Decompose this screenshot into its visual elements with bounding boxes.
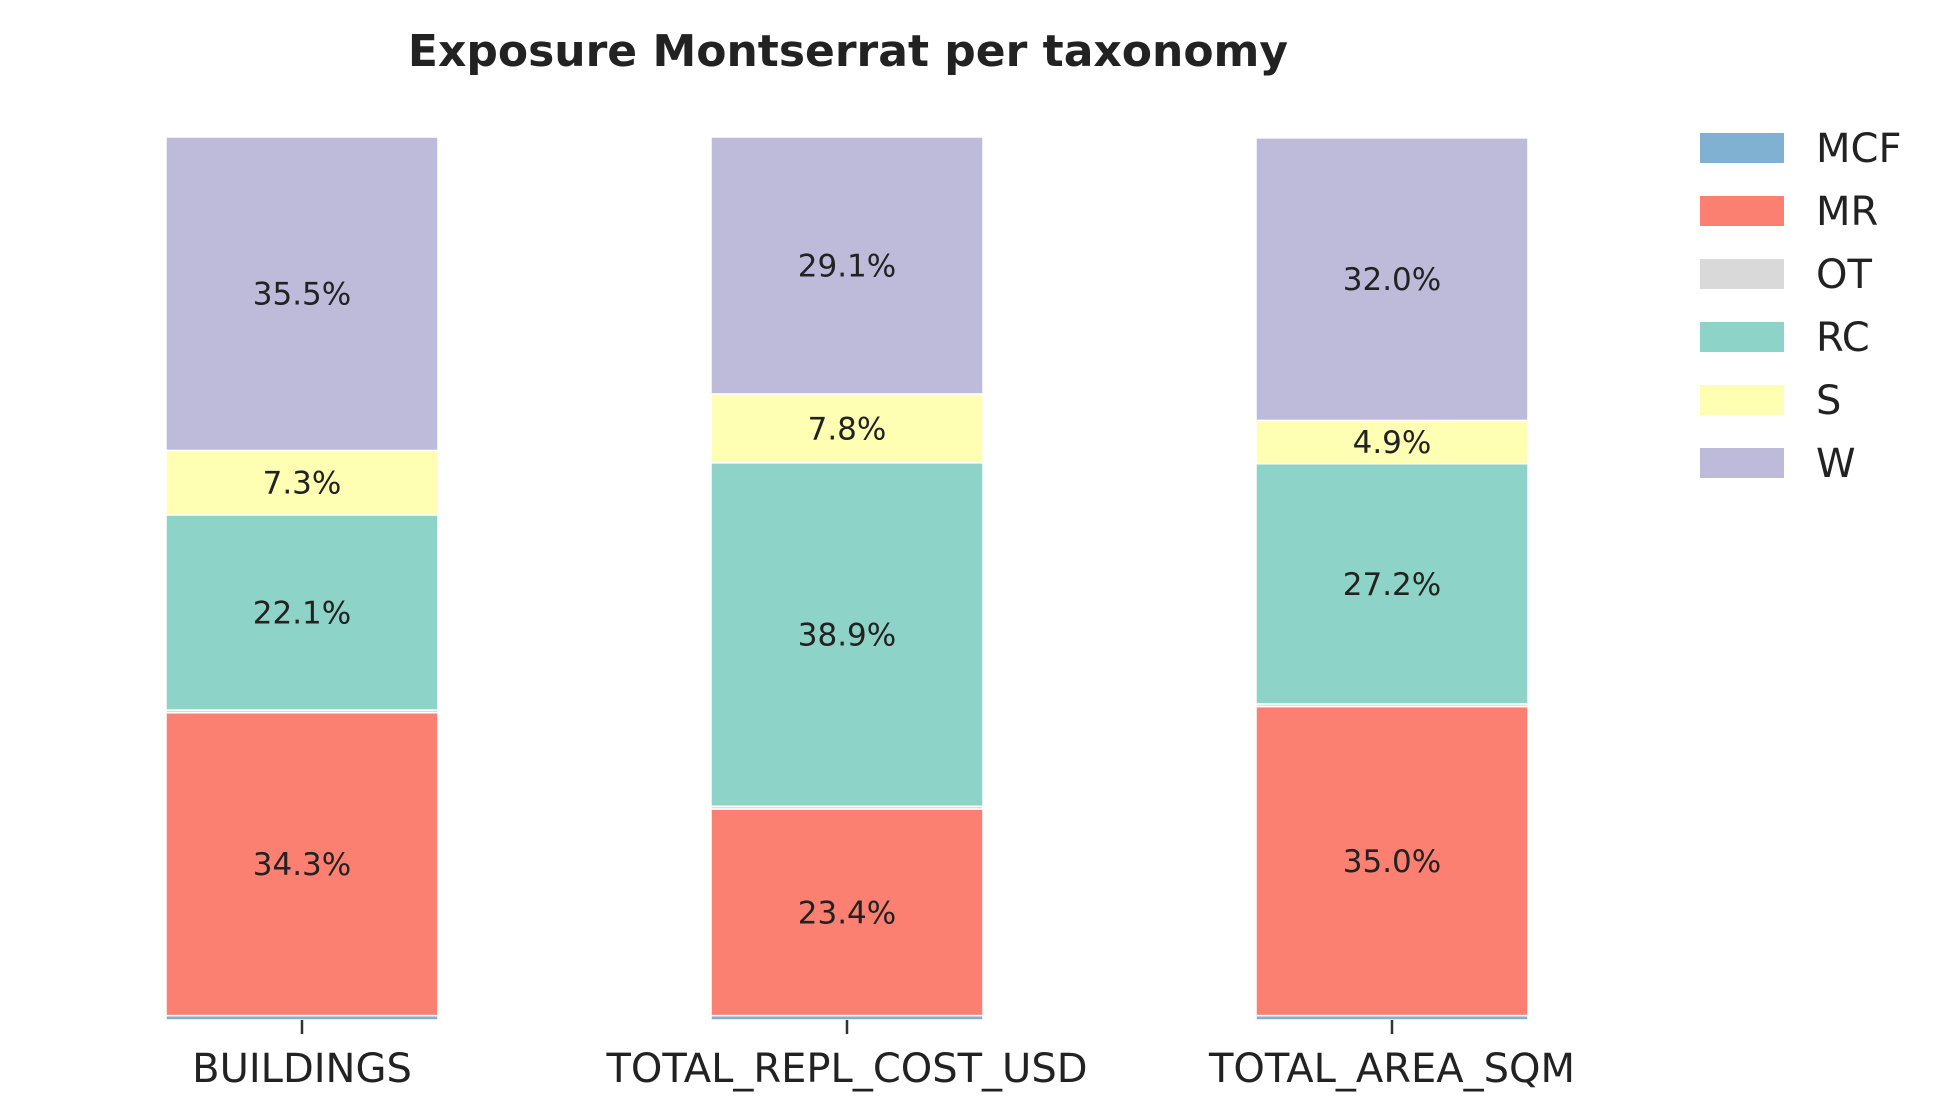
data-label-s-total_repl_cost_usd: 7.8% bbox=[808, 411, 887, 447]
bar-segment-rc-buildings bbox=[165, 514, 439, 711]
data-label-rc-buildings: 22.1% bbox=[253, 595, 351, 631]
x-tick-label-buildings: BUILDINGS bbox=[192, 1046, 412, 1092]
data-label-s-buildings: 7.3% bbox=[263, 466, 342, 502]
bar-segment-s-buildings bbox=[165, 449, 439, 516]
legend-label-w: W bbox=[1816, 441, 1856, 487]
bar-segment-w-total_area_sqm bbox=[1255, 137, 1529, 422]
data-label-rc-total_area_sqm: 27.2% bbox=[1343, 567, 1441, 603]
segment-labels-group: 34.3% 22.1% 7.3% 35.5% 23.4% 38.9% 7.8% 29.1% 35… bbox=[253, 248, 1441, 931]
x-axis: BUILDINGS TOTAL_REPL_COST_USD TOTAL_AREA_S… bbox=[192, 1020, 1575, 1092]
bar-segment-mr-buildings bbox=[165, 711, 439, 1017]
legend-swatch-s bbox=[1700, 385, 1784, 415]
data-label-mr-buildings: 34.3% bbox=[253, 847, 351, 883]
legend-swatch-mr bbox=[1700, 196, 1784, 226]
legend-label-mr: MR bbox=[1816, 189, 1878, 235]
data-label-rc-total_repl_cost_usd: 38.9% bbox=[798, 618, 896, 654]
bar-segment-rc-total_repl_cost_usd bbox=[710, 462, 984, 808]
legend-swatch-mcf bbox=[1700, 133, 1784, 163]
bar-segment-s-total_area_sqm bbox=[1255, 419, 1529, 465]
bar-segment-rc-total_area_sqm bbox=[1255, 462, 1529, 705]
bars-group bbox=[165, 136, 1529, 1021]
data-label-w-buildings: 35.5% bbox=[253, 277, 351, 313]
bar-segment-w-buildings bbox=[165, 136, 439, 452]
legend-label-rc: RC bbox=[1816, 315, 1870, 361]
bar-segment-mr-total_repl_cost_usd bbox=[710, 808, 984, 1017]
x-tick-label-total_repl_cost_usd: TOTAL_REPL_COST_USD bbox=[605, 1046, 1087, 1092]
data-label-mr-total_repl_cost_usd: 23.4% bbox=[798, 895, 896, 931]
legend-label-ot: OT bbox=[1816, 252, 1872, 298]
bar-segment-w-total_repl_cost_usd bbox=[710, 136, 984, 395]
legend-swatch-rc bbox=[1700, 322, 1784, 352]
data-label-w-total_repl_cost_usd: 29.1% bbox=[798, 248, 896, 284]
legend-label-mcf: MCF bbox=[1816, 126, 1901, 172]
legend-swatch-ot bbox=[1700, 259, 1784, 289]
chart-title: Exposure Montserrat per taxonomy bbox=[408, 26, 1288, 77]
data-label-s-total_area_sqm: 4.9% bbox=[1353, 425, 1432, 461]
data-label-w-total_area_sqm: 32.0% bbox=[1343, 262, 1441, 298]
legend-label-s: S bbox=[1816, 378, 1841, 424]
data-label-mr-total_area_sqm: 35.0% bbox=[1343, 844, 1441, 880]
legend-swatch-w bbox=[1700, 448, 1784, 478]
x-tick-label-total_area_sqm: TOTAL_AREA_SQM bbox=[1208, 1046, 1575, 1092]
legend: MCF MR OT RC SW bbox=[1700, 126, 1901, 487]
